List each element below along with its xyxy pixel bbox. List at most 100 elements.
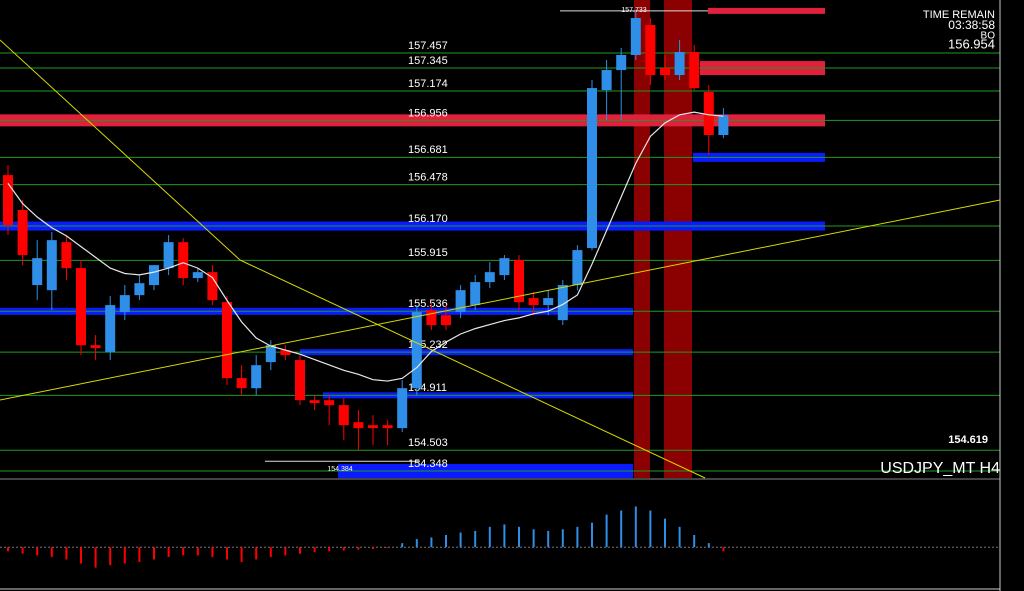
timer-title: TIME REMAIN xyxy=(923,9,995,21)
candle-body xyxy=(543,298,554,306)
candle-body xyxy=(309,400,320,404)
candle-body xyxy=(32,258,43,286)
candle-body xyxy=(455,290,466,313)
oscillator-bar xyxy=(313,547,316,553)
candle-body xyxy=(397,388,408,429)
candle-body xyxy=(119,295,130,313)
oscillator-bar xyxy=(605,514,608,548)
level-label: 156.681 xyxy=(408,144,448,156)
candle-body xyxy=(368,425,378,429)
oscillator-bar xyxy=(693,535,696,548)
candle-body xyxy=(557,285,568,321)
oscillator-bar xyxy=(109,547,112,566)
candle-body xyxy=(295,360,305,401)
moving-average xyxy=(7,111,724,382)
candle-body xyxy=(251,365,262,389)
oscillator-bar xyxy=(65,547,68,560)
level-label: 157.457 xyxy=(408,40,448,52)
candle-body xyxy=(689,52,700,89)
oscillator-bar xyxy=(591,522,593,548)
oscillator-bar xyxy=(488,526,491,548)
oscillator-bar xyxy=(503,524,506,548)
candle-body xyxy=(601,70,612,91)
oscillator-bar xyxy=(211,547,214,558)
side-value: 154.619 xyxy=(948,434,988,446)
low-label: 154.384 xyxy=(327,466,352,473)
zone-column xyxy=(664,0,692,478)
oscillator-bar xyxy=(459,532,462,548)
candle-body xyxy=(17,210,28,256)
oscillator-bar xyxy=(299,547,301,554)
oscillator-bar xyxy=(255,547,258,560)
oscillator-bar xyxy=(94,547,97,568)
oscillator-bar xyxy=(445,535,447,548)
candle-body xyxy=(499,258,510,276)
candle-body xyxy=(324,400,335,406)
candle-body xyxy=(353,422,364,429)
oscillator-bar xyxy=(722,547,725,552)
level-label: 155.536 xyxy=(408,298,448,310)
oscillator-bar xyxy=(547,530,550,548)
candle-body xyxy=(470,282,481,306)
candle-body xyxy=(178,242,189,279)
candle-body xyxy=(572,250,583,286)
trend-line xyxy=(0,199,1001,401)
oscillator-bar xyxy=(474,530,477,548)
level-label: 156.956 xyxy=(408,107,448,119)
oscillator-bar xyxy=(401,543,404,548)
candle-body xyxy=(192,272,203,279)
candle-body xyxy=(163,242,174,269)
candle-body xyxy=(587,88,597,249)
candle-body xyxy=(236,378,247,389)
candle-body xyxy=(411,312,422,389)
candle-body xyxy=(528,298,539,306)
candle-body xyxy=(441,315,451,326)
candle-body xyxy=(616,54,627,71)
timer-tag: BO xyxy=(981,31,996,42)
oscillator-bar xyxy=(80,547,82,564)
oscillator-bar xyxy=(357,547,360,550)
level-label: 157.174 xyxy=(408,78,448,90)
oscillator-bar xyxy=(196,547,199,556)
oscillator-bar xyxy=(678,526,681,548)
zone xyxy=(708,7,825,14)
candle-body xyxy=(280,350,291,356)
candle-body xyxy=(134,283,145,296)
oscillator-bar xyxy=(707,543,710,548)
level-label: 154.503 xyxy=(408,437,448,449)
oscillator-bar xyxy=(634,506,637,548)
candle-body xyxy=(46,240,57,291)
oscillator-bar xyxy=(328,547,331,552)
candle-body xyxy=(207,272,218,301)
candle-body xyxy=(382,425,393,429)
high-label: 157.733 xyxy=(621,7,646,14)
candle-body xyxy=(630,18,641,55)
oscillator-bar xyxy=(167,547,170,558)
candle-body xyxy=(76,268,86,346)
trend-line xyxy=(239,259,706,479)
oscillator-bar xyxy=(342,547,345,551)
level-label: 154.348 xyxy=(408,458,448,470)
candle-body xyxy=(426,310,437,326)
candle-body xyxy=(645,25,656,76)
plot: 157.457 157.345 157.174 156.956 156.681 156.4… xyxy=(0,9,1000,568)
oscillator-bar xyxy=(36,547,39,556)
oscillator-bar xyxy=(123,547,126,564)
oscillator-bar xyxy=(138,547,141,562)
candle-body xyxy=(484,272,495,283)
candle-body xyxy=(718,115,729,135)
oscillator-bar xyxy=(386,547,389,549)
oscillator-bar xyxy=(269,547,272,558)
oscillator-bar xyxy=(649,510,652,548)
candle-body xyxy=(703,91,714,135)
oscillator-bar xyxy=(430,537,433,548)
oscillator-bar xyxy=(620,510,623,548)
oscillator-bar xyxy=(372,547,374,549)
candle-body xyxy=(338,405,349,426)
timer: 03:38:58 xyxy=(948,18,995,32)
oscillator-bar xyxy=(664,518,666,548)
oscillator-bar xyxy=(21,547,24,554)
